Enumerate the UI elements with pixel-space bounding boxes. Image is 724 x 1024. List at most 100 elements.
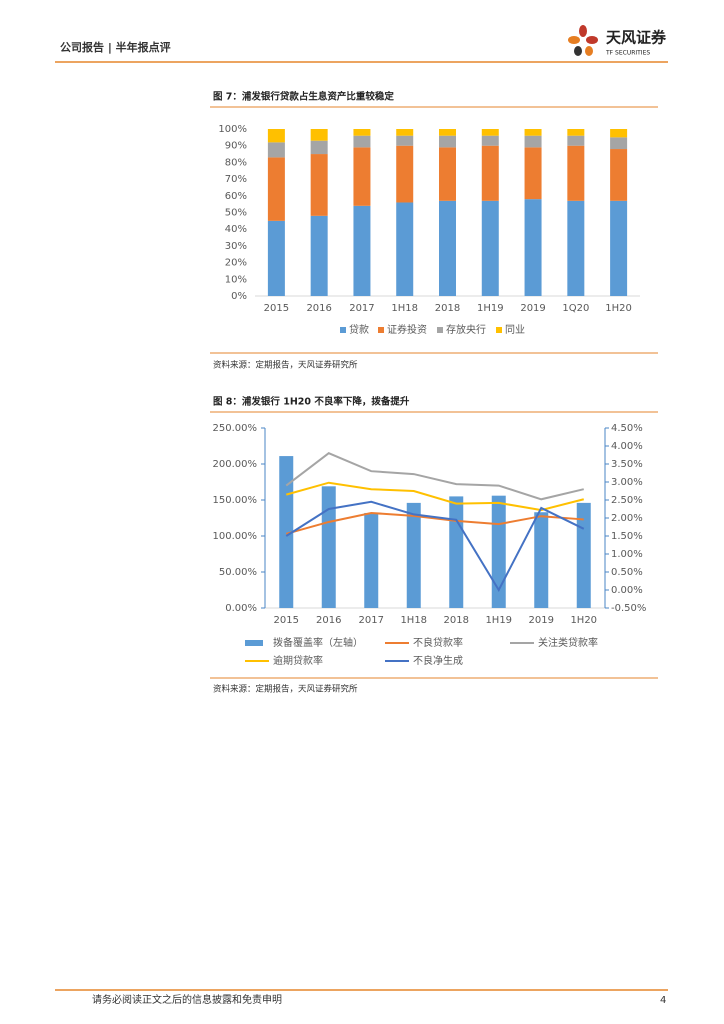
y-tick-label: 20% [225, 258, 247, 269]
y2-tick-label: 4.50% [611, 423, 643, 434]
bar [353, 129, 371, 136]
y2-tick-label: 1.00% [611, 549, 643, 560]
y2-tick-label: 0.50% [611, 567, 643, 578]
x-tick-label: 1H18 [391, 303, 418, 314]
legend-label: 同业 [505, 324, 525, 336]
bar [310, 215, 328, 296]
legend-label: 不良净生成 [413, 654, 463, 667]
x-tick-label: 1H18 [400, 615, 427, 626]
y-tick-label: 0.00% [225, 603, 257, 614]
x-tick-label: 2015 [274, 615, 299, 626]
x-tick-label: 2017 [359, 615, 384, 626]
bar [610, 200, 628, 296]
y2-tick-label: 3.50% [611, 459, 643, 470]
x-tick-label: 1H20 [570, 615, 597, 626]
legend-marker [245, 640, 263, 646]
y-tick-label: 100% [218, 124, 247, 135]
bar [610, 129, 628, 138]
logo-name: 天风证券 [606, 29, 667, 47]
bar [610, 137, 628, 150]
x-tick-label: 2019 [520, 303, 545, 314]
bar [567, 145, 585, 201]
y2-tick-label: -0.50% [611, 603, 646, 614]
y2-tick-label: 2.00% [611, 513, 643, 524]
x-tick-label: 1H20 [605, 303, 632, 314]
line-series [285, 481, 584, 512]
y-tick-label: 90% [225, 141, 247, 152]
line-series [285, 511, 584, 535]
bar [396, 145, 414, 203]
y-tick-label: 80% [225, 157, 247, 168]
y-tick-label: 60% [225, 191, 247, 202]
legend-label: 存放央行 [446, 323, 486, 336]
bar [364, 512, 379, 608]
y-tick-label: 200.00% [213, 459, 258, 470]
bar [396, 202, 414, 296]
x-tick-label: 1H19 [485, 615, 512, 626]
y-tick-label: 30% [225, 241, 247, 252]
logo-mark [568, 25, 598, 56]
legend-marker [378, 327, 384, 333]
bar [267, 220, 285, 296]
x-tick-label: 1H19 [477, 303, 504, 314]
x-tick-label: 2017 [349, 303, 374, 314]
legend-marker [496, 327, 502, 333]
bar [310, 154, 328, 216]
bar [481, 145, 499, 201]
chart-title: 图 7：浦发银行贷款占生息资产比重较稳定 [213, 91, 394, 103]
bar [353, 205, 371, 296]
bar [439, 129, 456, 136]
line-series [285, 452, 584, 501]
y-tick-label: 0% [231, 291, 247, 302]
bar [396, 135, 414, 146]
bar [321, 486, 336, 608]
bar [534, 512, 549, 608]
y2-tick-label: 0.00% [611, 585, 643, 596]
bar [439, 200, 456, 296]
x-tick-label: 2016 [306, 303, 331, 314]
bar [267, 142, 285, 158]
y2-tick-label: 1.50% [611, 531, 643, 542]
legend-label: 关注类贷款率 [538, 636, 598, 649]
y2-tick-label: 2.50% [611, 495, 643, 506]
x-tick-label: 2015 [264, 303, 289, 314]
header-title: 公司报告 | 半年报点评 [60, 40, 171, 54]
legend-marker [340, 327, 346, 333]
bar [481, 200, 499, 296]
y-tick-label: 250.00% [213, 423, 258, 434]
x-tick-label: 1Q20 [562, 303, 589, 314]
x-tick-label: 2016 [316, 615, 341, 626]
bar [267, 129, 285, 143]
y-tick-label: 50.00% [219, 567, 257, 578]
bar [576, 502, 591, 608]
bar [524, 135, 542, 148]
bar [353, 147, 371, 206]
y-tick-label: 100.00% [213, 531, 258, 542]
x-tick-label: 2019 [529, 615, 554, 626]
chart-title: 图 8：浦发银行 1H20 不良率下降，拨备提升 [213, 396, 410, 408]
bar [567, 135, 585, 146]
y2-tick-label: 3.00% [611, 477, 643, 488]
legend-label: 证券投资 [387, 323, 427, 336]
line-series [285, 500, 585, 593]
bar [524, 129, 542, 136]
bar [524, 147, 542, 200]
bar [481, 129, 499, 136]
legend-label: 贷款 [349, 323, 369, 336]
bar [267, 157, 285, 221]
bar [310, 129, 328, 141]
y2-tick-label: 4.00% [611, 441, 643, 452]
x-tick-label: 2018 [444, 615, 469, 626]
legend-label: 拨备覆盖率（左轴） [273, 636, 363, 649]
bar [439, 147, 456, 201]
bar [439, 135, 456, 148]
bar [449, 496, 464, 608]
bar [567, 129, 585, 136]
y-tick-label: 40% [225, 224, 247, 235]
y-tick-label: 150.00% [213, 495, 258, 506]
y-tick-label: 70% [225, 174, 247, 185]
bar [406, 502, 421, 608]
bar [481, 135, 499, 146]
y-tick-label: 50% [225, 208, 247, 219]
